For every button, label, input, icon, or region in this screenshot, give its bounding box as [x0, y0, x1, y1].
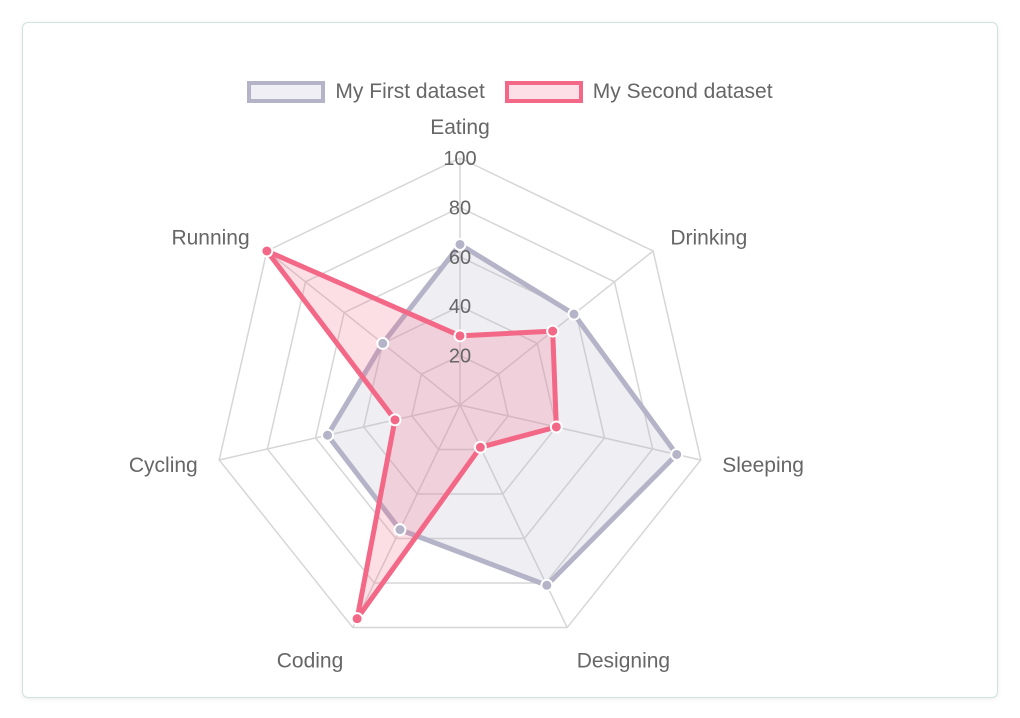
data-point-2-designing[interactable]	[473, 440, 487, 454]
axis-label-coding: Coding	[277, 649, 344, 672]
tick-label-100: 100	[443, 148, 476, 170]
dataset-area-2	[264, 248, 559, 622]
radar-tick-labels: 20 40 60 80 100	[443, 148, 476, 368]
axis-label-eating: Eating	[430, 116, 490, 139]
tick-label-80: 80	[449, 197, 471, 219]
data-point-1-designing[interactable]	[540, 578, 554, 592]
grid-spoke-5	[219, 404, 461, 461]
tick-label-40: 40	[449, 296, 471, 318]
legend-label-first: My First dataset	[335, 80, 485, 103]
data-point-1-drinking[interactable]	[567, 307, 581, 321]
grid-spoke-2	[459, 404, 701, 461]
axis-label-designing: Designing	[577, 649, 670, 672]
grid-ring-100	[218, 157, 702, 629]
data-point-2-cycling[interactable]	[388, 413, 402, 427]
radar-datasets	[264, 241, 680, 622]
grid-ring-40	[362, 305, 558, 495]
dataset-area-1	[325, 241, 680, 588]
data-point-1-cycling[interactable]	[321, 428, 335, 442]
data-point-2-coding[interactable]	[350, 612, 364, 626]
tick-label-60: 60	[449, 247, 471, 269]
legend: My First dataset My Second dataset	[0, 80, 1020, 104]
legend-swatch-second	[504, 81, 583, 103]
data-point-1-eating[interactable]	[453, 237, 467, 251]
legend-item-first-dataset[interactable]: My First dataset	[247, 80, 485, 104]
chart-card	[22, 22, 998, 698]
data-point-2-running[interactable]	[260, 244, 274, 258]
grid-ring-80	[266, 206, 654, 584]
legend-swatch-first	[247, 81, 326, 103]
grid-ring-20	[411, 354, 509, 451]
data-point-2-drinking[interactable]	[546, 324, 560, 338]
axis-label-sleeping: Sleeping	[722, 454, 804, 477]
radar-points	[260, 237, 684, 626]
axis-label-cycling: Cycling	[129, 454, 198, 477]
data-point-1-running[interactable]	[376, 336, 390, 350]
data-point-1-sleeping[interactable]	[670, 447, 684, 461]
axis-label-running: Running	[171, 226, 249, 249]
grid-spoke-6	[266, 250, 461, 406]
grid-ring-60	[314, 255, 606, 540]
axis-label-drinking: Drinking	[670, 226, 747, 249]
data-point-1-coding[interactable]	[393, 523, 407, 537]
data-point-2-eating[interactable]	[453, 329, 467, 343]
tick-label-20: 20	[449, 346, 471, 368]
legend-item-second-dataset[interactable]: My Second dataset	[504, 80, 773, 104]
radar-axis-labels: Eating Drinking Sleeping Designing Coding Cyc…	[129, 116, 804, 672]
data-point-2-sleeping[interactable]	[549, 420, 563, 434]
legend-label-second: My Second dataset	[592, 80, 773, 103]
grid-spoke-4	[352, 404, 461, 628]
